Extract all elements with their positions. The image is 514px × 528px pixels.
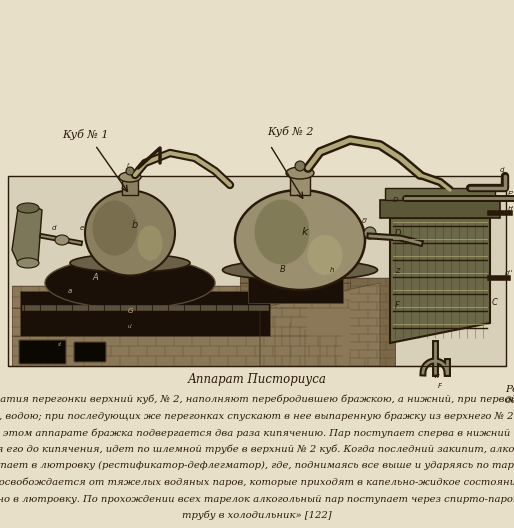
Bar <box>22 305 268 310</box>
Text: e: e <box>80 225 84 231</box>
Text: Ректификатор-
дефлегматор: Ректификатор- дефлегматор <box>505 385 514 405</box>
Ellipse shape <box>126 167 134 175</box>
Ellipse shape <box>364 227 376 239</box>
Text: F: F <box>395 301 400 310</box>
Ellipse shape <box>55 235 69 245</box>
Text: Аппарат Писториуса: Аппарат Писториуса <box>188 373 326 386</box>
Ellipse shape <box>119 172 141 182</box>
Text: пар поступает в лютровку (рестификатор-дефлегматор), где, поднимаясь все выше и : пар поступает в лютровку (рестификатор-д… <box>0 461 514 470</box>
Ellipse shape <box>235 190 365 290</box>
Bar <box>12 336 342 366</box>
Text: «Для начатия перегонки верхний куб, № 2, наполняют перебродившею бражкою, а нижн: «Для начатия перегонки верхний куб, № 2,… <box>0 395 514 404</box>
Bar <box>122 177 138 195</box>
Ellipse shape <box>17 203 39 213</box>
Text: u': u' <box>127 324 133 329</box>
Text: s': s' <box>58 342 62 347</box>
Text: b'': b'' <box>505 270 513 276</box>
Text: ют обратно в лютровку. По прохождении всех тарелок алкогольный пар поступает чер: ют обратно в лютровку. По прохождении вс… <box>0 494 514 504</box>
Ellipse shape <box>85 191 175 276</box>
Ellipse shape <box>17 258 39 268</box>
Bar <box>290 173 310 195</box>
Text: f: f <box>127 163 129 168</box>
Text: B: B <box>280 265 286 274</box>
Text: a: a <box>68 288 72 294</box>
Text: Куб № 1: Куб № 1 <box>62 129 108 140</box>
Text: D: D <box>395 229 401 238</box>
Text: h: h <box>330 267 335 273</box>
Polygon shape <box>260 283 380 366</box>
Text: трубу в холодильник» [122]: трубу в холодильник» [122] <box>182 511 332 520</box>
Bar <box>20 291 270 336</box>
Text: нагревая его до кипячения, идет по шлемной трубе в верхний № 2 куб. Когда послед: нагревая его до кипячения, идет по шлемн… <box>0 445 514 454</box>
Ellipse shape <box>286 167 314 179</box>
Text: C: C <box>492 298 498 307</box>
Text: δ': δ' <box>362 218 368 224</box>
Polygon shape <box>12 208 42 263</box>
Text: E': E' <box>508 191 514 197</box>
Ellipse shape <box>70 254 190 272</box>
Ellipse shape <box>295 161 305 171</box>
Text: G: G <box>127 308 133 314</box>
Text: D: D <box>393 197 398 203</box>
FancyBboxPatch shape <box>19 340 66 364</box>
Ellipse shape <box>254 200 309 265</box>
Text: перегонке, водою; при последующих же перегонках спускают в нее выпаренную бражку: перегонке, водою; при последующих же пер… <box>0 411 514 421</box>
Bar <box>380 200 500 218</box>
Ellipse shape <box>93 201 138 256</box>
Bar <box>240 283 350 308</box>
Text: w: w <box>433 373 439 379</box>
Text: F: F <box>438 383 442 389</box>
Bar <box>240 263 350 283</box>
Text: k: k <box>302 227 308 237</box>
Ellipse shape <box>223 260 377 280</box>
Text: степенно освобождается от тяжелых водяных паров, которые приходят в капельно-жид: степенно освобождается от тяжелых водяны… <box>0 477 514 487</box>
Text: d: d <box>500 167 505 173</box>
Bar <box>12 286 272 308</box>
Text: b': b' <box>508 206 514 212</box>
Polygon shape <box>390 218 490 343</box>
Text: Куб № 2: Куб № 2 <box>267 126 313 137</box>
Ellipse shape <box>307 235 342 275</box>
Bar <box>12 308 307 336</box>
Ellipse shape <box>45 258 215 308</box>
Bar <box>8 176 506 366</box>
Bar <box>350 278 395 366</box>
Text: d: d <box>52 225 57 231</box>
FancyBboxPatch shape <box>74 342 106 362</box>
Text: z: z <box>395 266 399 275</box>
Bar <box>385 188 495 200</box>
Ellipse shape <box>138 225 162 260</box>
Bar <box>248 268 343 303</box>
Text: что в этом аппарате бражка подвергается два раза кипячению. Пар поступает сперва: что в этом аппарате бражка подвергается … <box>0 428 514 438</box>
Text: b: b <box>132 220 138 230</box>
Text: A: A <box>92 273 98 282</box>
